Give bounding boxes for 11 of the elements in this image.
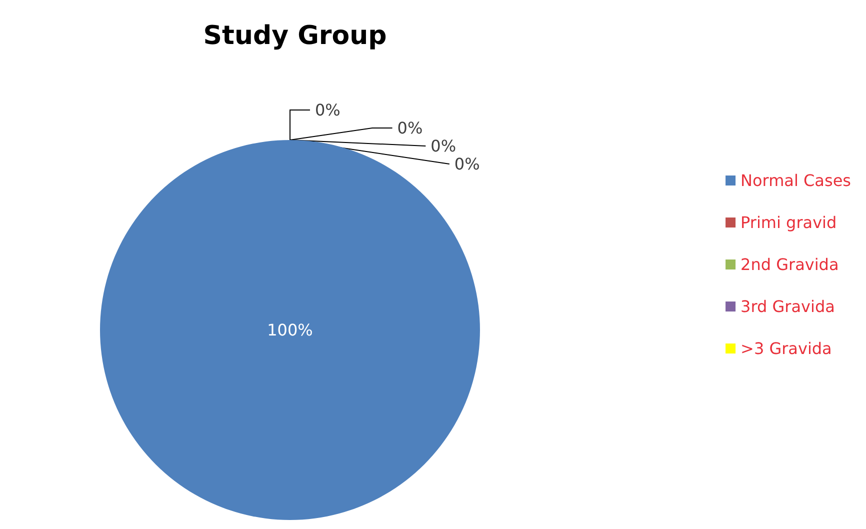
legend-label: >3 Gravida [740, 339, 832, 358]
legend-label: 3rd Gravida [740, 297, 835, 316]
legend-label: 2nd Gravida [740, 255, 839, 274]
data-label: 100% [267, 320, 313, 340]
chart-title: Study Group [203, 21, 387, 51]
legend-label: Primi gravid [740, 213, 837, 232]
legend-label: Normal Cases [740, 171, 851, 190]
text: 0% [397, 118, 423, 138]
text: 0% [315, 100, 340, 120]
text: 0% [454, 154, 480, 174]
text: 0% [430, 136, 456, 156]
